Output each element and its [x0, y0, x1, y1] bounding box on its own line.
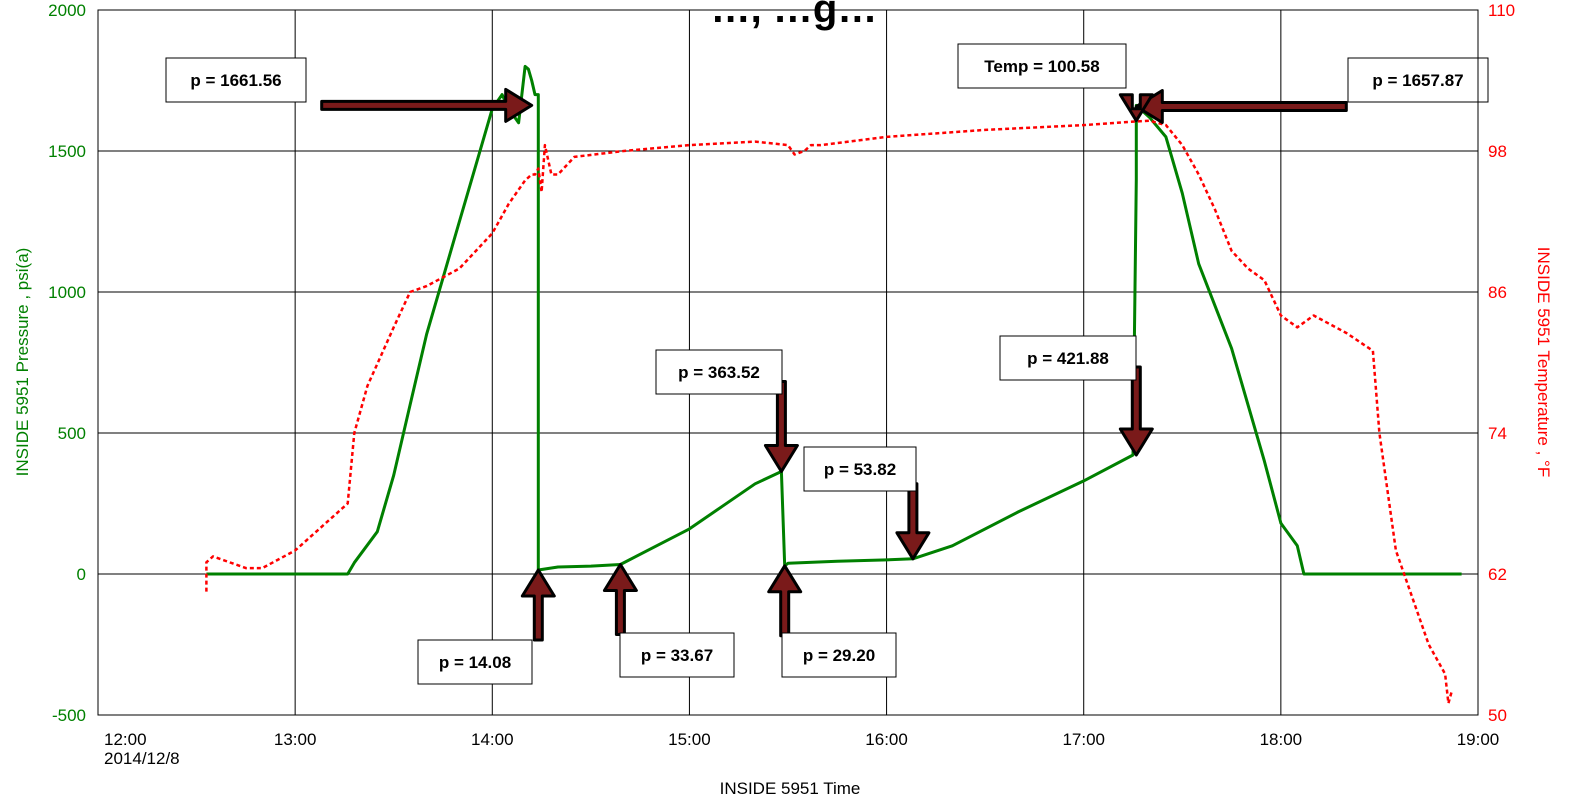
annotation-box [1347, 57, 1489, 103]
x-tick-label: 16:00 [865, 730, 908, 749]
annotation-callout: p = 33.67 [602, 563, 735, 678]
pressure-series-line [206, 64, 1462, 576]
annotation-arrow [520, 568, 556, 642]
y-left-tick-label: 0 [77, 565, 86, 584]
y-left-tick-label: 1500 [48, 142, 86, 161]
annotation-label: p = 14.08 [439, 653, 511, 672]
annotation-box [999, 335, 1137, 381]
x-tick-label: 13:00 [274, 730, 317, 749]
annotation-callout: p = 14.08 [417, 568, 556, 685]
annotation-label: p = 421.88 [1027, 349, 1109, 368]
annotation-callout: p = 1657.87 [1134, 57, 1489, 124]
x-tick-label: 17:00 [1062, 730, 1105, 749]
y-right-tick-label: 86 [1488, 283, 1507, 302]
annotation-callout: p = 1661.56 [165, 57, 534, 123]
y-right-tick-label: 110 [1488, 1, 1515, 20]
annotation-arrow [602, 563, 638, 636]
annotation-arrow [895, 482, 931, 561]
annotation-arrow [763, 380, 799, 473]
annotation-callout: p = 363.52 [655, 349, 799, 473]
x-date-label: 2014/12/8 [104, 749, 180, 768]
y-left-tick-label: 2000 [48, 1, 86, 20]
annotation-label: p = 29.20 [803, 646, 875, 665]
chart-title: …, …g… [711, 0, 878, 31]
annotations-group: p = 1661.56 Temp = 100.58 p = 1657.87 p = 3… [165, 43, 1489, 685]
annotation-label: p = 1657.87 [1372, 71, 1463, 90]
x-axis-title: INSIDE 5951 Time [720, 779, 861, 798]
y-left-tick-label: -500 [52, 706, 86, 725]
x-tick-label: 19:00 [1457, 730, 1500, 749]
annotation-arrow [1134, 89, 1348, 124]
annotation-box [781, 632, 897, 678]
annotation-box [619, 632, 735, 678]
y-right-tick-label: 74 [1488, 424, 1507, 443]
annotation-box [957, 43, 1127, 89]
y-left-tick-label: 500 [58, 424, 86, 443]
annotation-arrow [1118, 365, 1154, 457]
annotation-box [165, 57, 307, 103]
annotation-label: p = 1661.56 [190, 71, 281, 90]
annotation-label: Temp = 100.58 [984, 57, 1099, 76]
annotation-arrow [1118, 93, 1154, 123]
plot-frame [97, 9, 1479, 716]
annotation-label: p = 33.67 [641, 646, 713, 665]
annotation-label: p = 53.82 [824, 460, 896, 479]
annotation-label: p = 363.52 [678, 363, 760, 382]
y-right-axis-title: INSIDE 5951 Temperature , °F [1534, 247, 1553, 477]
series-group [205, 64, 1462, 705]
annotation-arrow [320, 87, 534, 123]
x-tick-label: 14:00 [471, 730, 514, 749]
annotation-box [803, 446, 917, 492]
y-left-tick-label: 1000 [48, 283, 86, 302]
x-tick-label: 12:00 [104, 730, 147, 749]
temperature-series-line [205, 119, 1453, 705]
annotation-callout: p = 421.88 [999, 335, 1154, 457]
annotation-callout: Temp = 100.58 [957, 43, 1127, 89]
annotation-box [655, 349, 783, 395]
y-right-tick-label: 50 [1488, 706, 1507, 725]
y-right-tick-label: 98 [1488, 142, 1507, 161]
annotation-callout: p = 29.20 [767, 564, 897, 678]
x-tick-label: 15:00 [668, 730, 711, 749]
annotation-arrow [767, 564, 803, 638]
annotation-box [417, 639, 533, 685]
y-right-tick-label: 62 [1488, 565, 1507, 584]
ticks: 2000 1500 1000 500 0 -500 110 98 86 74 62 50 12:00 13… [48, 1, 1515, 749]
annotation-callout: p = 53.82 [803, 446, 931, 561]
x-tick-label: 18:00 [1260, 730, 1303, 749]
y-left-axis-title: INSIDE 5951 Pressure , psi(a) [13, 248, 32, 477]
